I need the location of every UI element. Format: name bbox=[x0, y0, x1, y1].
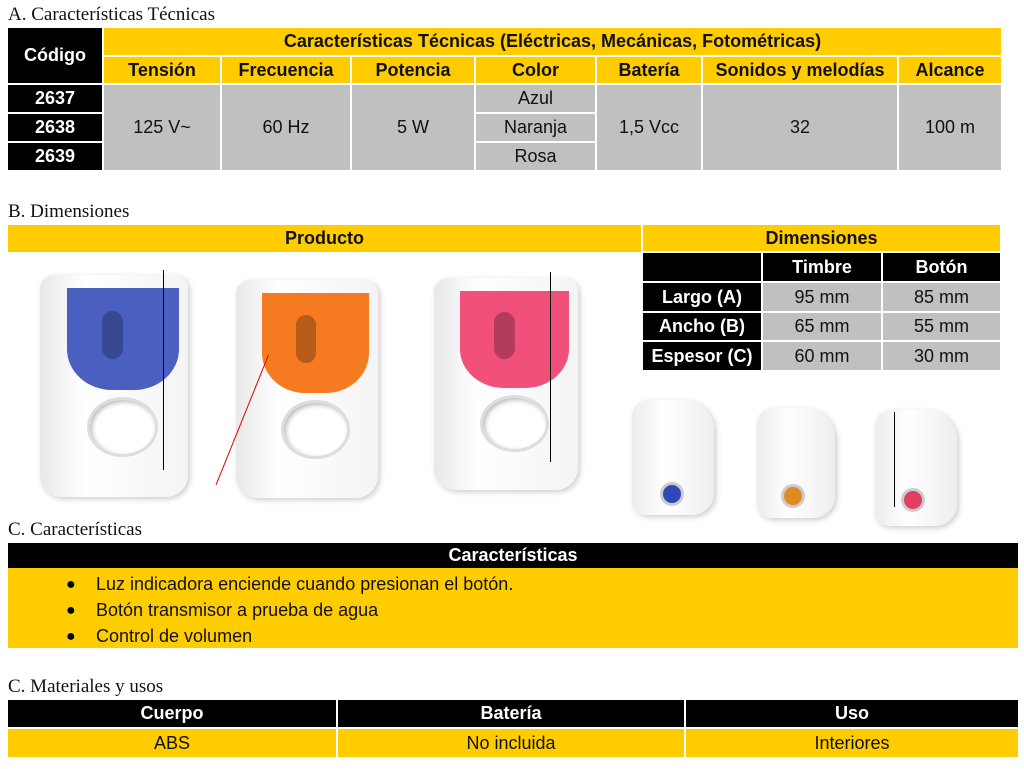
button-blue-image bbox=[632, 400, 714, 515]
dim-row-label: Largo (A) bbox=[643, 283, 763, 313]
sonidos-value: 32 bbox=[703, 85, 899, 172]
list-item: Botón transmisor a prueba de agua bbox=[96, 600, 379, 620]
col-timbre: Timbre bbox=[763, 253, 883, 283]
col-color: Color bbox=[476, 57, 597, 85]
col-bateria: Batería bbox=[597, 57, 703, 85]
list-item: Luz indicadora enciende cuando presionan… bbox=[96, 574, 514, 594]
alcance-value: 100 m bbox=[899, 85, 1003, 172]
button-orange-image bbox=[757, 408, 835, 518]
potencia-value: 5 W bbox=[352, 85, 476, 172]
dimension-arrow bbox=[550, 272, 551, 462]
code-cell: 2637 bbox=[8, 85, 104, 114]
dim-row-label: Espesor (C) bbox=[643, 342, 763, 372]
code-cell: 2638 bbox=[8, 114, 104, 143]
bullet-icon: ● bbox=[66, 602, 76, 619]
bullet-icon: ● bbox=[66, 628, 76, 645]
bateria-value: 1,5 Vcc bbox=[597, 85, 703, 172]
dim-value: 60 mm bbox=[763, 342, 883, 372]
list-item: Control de volumen bbox=[96, 626, 253, 646]
dim-value: 95 mm bbox=[763, 283, 883, 313]
section-b-title: B. Dimensiones bbox=[8, 201, 130, 222]
cuerpo-value: ABS bbox=[8, 729, 336, 757]
uso-value: Interiores bbox=[686, 729, 1018, 757]
section-c-title: C. Características bbox=[8, 519, 143, 540]
bateria-value: No incluida bbox=[338, 729, 684, 757]
codigo-header: Código bbox=[8, 28, 104, 85]
dim-value: 30 mm bbox=[883, 342, 1002, 372]
col-bateria: Batería bbox=[338, 700, 684, 727]
color-value: Naranja bbox=[476, 114, 597, 143]
doorbell-blue-image bbox=[40, 275, 188, 497]
color-value: Rosa bbox=[476, 143, 597, 172]
dimension-arrow bbox=[894, 412, 895, 507]
bullet-icon: ● bbox=[66, 576, 76, 593]
section-a-title: A. Características Técnicas bbox=[8, 4, 215, 25]
dim-value: 55 mm bbox=[883, 313, 1002, 342]
caracteristicas-list: ● Luz indicadora enciende cuando presion… bbox=[8, 568, 1018, 648]
doorbell-pink-image bbox=[434, 278, 578, 490]
dim-value: 85 mm bbox=[883, 283, 1002, 313]
col-boton: Botón bbox=[883, 253, 1002, 283]
code-cell: 2639 bbox=[8, 143, 104, 172]
producto-header: Producto bbox=[8, 225, 641, 252]
dim-value: 65 mm bbox=[763, 313, 883, 342]
group-header: Características Técnicas (Eléctricas, Me… bbox=[104, 28, 1003, 57]
col-uso: Uso bbox=[686, 700, 1018, 727]
col-cuerpo: Cuerpo bbox=[8, 700, 336, 727]
dim-row-label: Ancho (B) bbox=[643, 313, 763, 342]
button-pink-image bbox=[875, 410, 957, 526]
col-alcance: Alcance bbox=[899, 57, 1003, 85]
dim-blank-header bbox=[643, 253, 763, 283]
doorbell-orange-image bbox=[236, 280, 378, 498]
col-frecuencia: Frecuencia bbox=[222, 57, 352, 85]
dimensiones-header: Dimensiones bbox=[643, 225, 1002, 253]
section-d-title: C. Materiales y usos bbox=[8, 676, 164, 697]
frecuencia-value: 60 Hz bbox=[222, 85, 352, 172]
color-value: Azul bbox=[476, 85, 597, 114]
col-tension: Tensión bbox=[104, 57, 222, 85]
col-sonidos: Sonidos y melodías bbox=[703, 57, 899, 85]
caracteristicas-header: Características bbox=[8, 543, 1018, 568]
dimension-line bbox=[163, 270, 164, 470]
col-potencia: Potencia bbox=[352, 57, 476, 85]
tension-value: 125 V~ bbox=[104, 85, 222, 172]
